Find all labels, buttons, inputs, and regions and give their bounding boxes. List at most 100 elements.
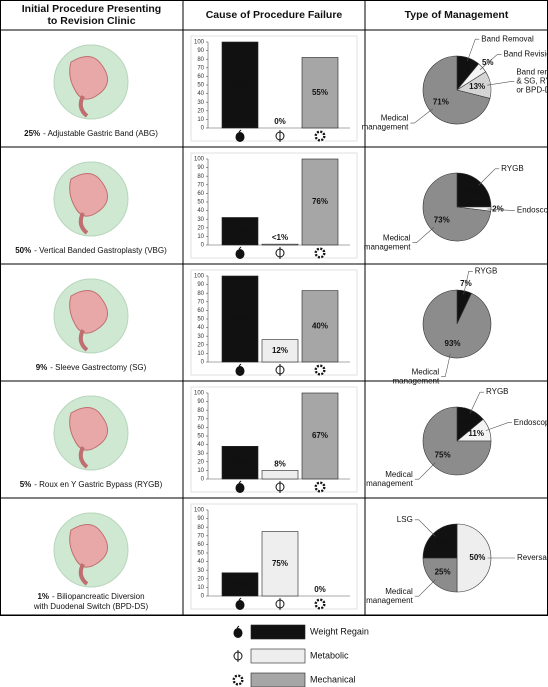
y-tick-label: 50 xyxy=(197,83,204,89)
y-tick-label: 90 xyxy=(197,165,204,171)
y-tick-label: 60 xyxy=(197,308,204,314)
bar-chart-frame xyxy=(190,152,358,259)
pie-category-label: management xyxy=(366,596,413,605)
bar xyxy=(221,41,259,129)
y-tick-label: 10 xyxy=(197,351,204,357)
pie-category-label: Medical xyxy=(385,587,413,596)
column-header: Type of Management xyxy=(405,9,509,21)
weight-icon xyxy=(235,597,245,610)
legend-label: Weight Regain xyxy=(310,626,369,636)
pie-category-label: Medical xyxy=(385,470,413,479)
bar xyxy=(221,275,259,363)
pie-category-label: Band Revision xyxy=(504,49,548,58)
mechanical-icon xyxy=(314,247,326,259)
y-tick-label: 0 xyxy=(201,477,205,483)
procedure-share: 25% xyxy=(24,129,40,138)
y-tick-label: 70 xyxy=(197,416,204,422)
pie-category-label: Medical xyxy=(381,114,409,123)
illustration-tract xyxy=(78,446,89,469)
pie-value-label: 75% xyxy=(435,451,451,460)
bar-label: 45% xyxy=(232,80,248,89)
pie-category-label: management xyxy=(366,479,413,488)
pie-category-label: management xyxy=(362,123,409,132)
bar xyxy=(301,290,339,363)
bar-label: 0% xyxy=(274,117,286,126)
column-header: to Revision Clinic xyxy=(47,15,135,27)
pie-value-label: 25% xyxy=(435,539,451,548)
y-tick-label: 0 xyxy=(201,360,205,366)
bar-label: 0% xyxy=(314,585,326,594)
bar-chart-frame xyxy=(190,35,358,142)
bar xyxy=(301,57,339,129)
y-tick-label: 0 xyxy=(201,243,205,249)
y-tick-label: 70 xyxy=(197,65,204,71)
illustration-tract xyxy=(78,563,89,586)
pie-category-label: & SG, RYGB xyxy=(516,77,548,86)
leader-line xyxy=(441,353,451,377)
mechanical-icon xyxy=(314,481,326,493)
bar xyxy=(221,572,259,597)
pie-category-label: or BPD-DS xyxy=(516,86,548,95)
y-tick-label: 100 xyxy=(194,508,205,514)
procedure-name: - Sleeve Gastrectomy (SG) xyxy=(50,363,146,372)
weight-icon xyxy=(235,363,245,376)
illustration-tract xyxy=(78,329,89,352)
y-tick-label: 90 xyxy=(197,48,204,54)
pie-category-label: management xyxy=(393,376,440,385)
y-tick-label: 50 xyxy=(197,317,204,323)
y-tick-label: 90 xyxy=(197,282,204,288)
y-tick-label: 20 xyxy=(197,459,204,465)
leader-line xyxy=(487,81,515,86)
bar-label: 48% xyxy=(232,314,248,323)
pie-category-label: Medical xyxy=(383,233,411,242)
weight-icon xyxy=(235,246,245,259)
procedure-name: - Biliopancreatic Diversion xyxy=(52,592,144,601)
bar xyxy=(261,243,299,246)
pie-value-label: 2% xyxy=(492,205,504,214)
y-tick-label: 70 xyxy=(197,182,204,188)
y-tick-label: 80 xyxy=(197,57,204,63)
bar xyxy=(261,470,299,480)
y-tick-label: 30 xyxy=(197,334,204,340)
legend-swatch xyxy=(250,672,306,687)
leader-line xyxy=(487,208,515,211)
weight-icon xyxy=(233,625,243,638)
procedure-name: - Roux en Y Gastric Bypass (RYGB) xyxy=(34,480,162,489)
y-tick-label: 10 xyxy=(197,117,204,123)
column-header: Initial Procedure Presenting xyxy=(22,3,161,15)
illustration-tract xyxy=(78,95,89,118)
bar-label: 24% xyxy=(232,226,248,235)
pie-value-label: 73% xyxy=(434,216,450,225)
leader-line xyxy=(485,422,512,431)
y-tick-label: 40 xyxy=(197,208,204,214)
y-tick-label: 100 xyxy=(194,391,205,397)
bar xyxy=(221,446,259,480)
pie-category-label: management xyxy=(364,242,411,251)
procedure-name: - Adjustable Gastric Band (ABG) xyxy=(43,129,158,138)
pie-category-label: Band Removal xyxy=(481,34,534,43)
bar xyxy=(261,531,299,597)
pie-category-label: Band removal xyxy=(516,68,548,77)
y-tick-label: 50 xyxy=(197,434,204,440)
procedure-share: 50% xyxy=(15,246,31,255)
bar-label: 75% xyxy=(272,559,288,568)
y-tick-label: 40 xyxy=(197,91,204,97)
pie-category-label: LSG xyxy=(397,515,413,524)
y-tick-label: 80 xyxy=(197,174,204,180)
bar-chart-frame xyxy=(190,386,358,493)
pie-category-label: RYGB xyxy=(486,387,509,396)
y-tick-label: 30 xyxy=(197,217,204,223)
y-tick-label: 70 xyxy=(197,533,204,539)
pie-value-label: 14% xyxy=(458,418,474,427)
procedure-label: with Duodenal Switch (BPD-DS) xyxy=(33,602,149,611)
bar xyxy=(221,217,259,246)
y-tick-label: 90 xyxy=(197,516,204,522)
bar-label: 40% xyxy=(312,321,328,330)
bar-chart-frame xyxy=(190,269,358,376)
y-tick-label: 30 xyxy=(197,100,204,106)
bar-chart-frame xyxy=(190,503,358,610)
y-tick-label: 100 xyxy=(194,274,205,280)
pie-category-label: RYGB xyxy=(501,164,524,173)
mechanical-icon xyxy=(232,674,244,686)
pie-value-label: 25% xyxy=(435,568,451,577)
